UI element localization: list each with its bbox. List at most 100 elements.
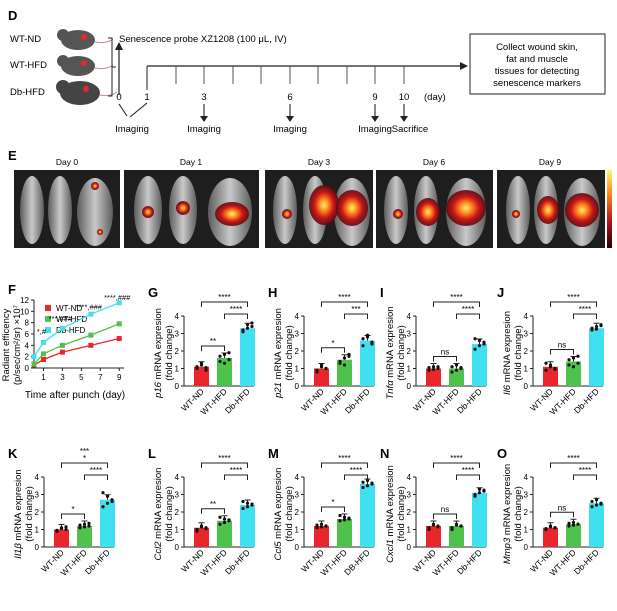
x-tick-label: 5 (79, 373, 84, 382)
data-point (454, 523, 459, 527)
bar (472, 344, 487, 386)
group-brace (108, 37, 116, 97)
data-point (245, 326, 250, 330)
data-point (87, 524, 91, 528)
x-tick-label: Db-HFD (455, 386, 484, 415)
data-point (78, 523, 82, 527)
bar (314, 526, 329, 547)
bar (472, 492, 487, 547)
data-point (544, 368, 548, 372)
y-tick-label: 1 (295, 365, 300, 374)
x-tick-label: Db-HFD (343, 386, 372, 415)
y-tick-label: 0 (25, 364, 30, 373)
data-point (88, 311, 94, 317)
data-point (590, 499, 594, 504)
day-unit: (day) (424, 92, 446, 103)
panel-letter: K (8, 446, 18, 461)
bar (337, 519, 352, 547)
significance-label: **** (579, 466, 591, 475)
y-tick-label: 1 (407, 365, 412, 374)
x-tick-label: 7 (98, 373, 103, 382)
imaging-image (124, 170, 259, 248)
panel-f-letter: F (8, 282, 16, 297)
data-point (454, 363, 459, 367)
y-tick-label: 0 (295, 543, 300, 552)
significance-bracket (456, 313, 480, 319)
data-point (204, 368, 208, 372)
f-ylabel: Radiant efficency (1, 308, 12, 381)
f-xlabel: Time after punch (day) (25, 390, 125, 401)
y-tick-label: 3 (524, 330, 529, 339)
significance-bracket (84, 474, 108, 480)
y-tick-label: 4 (524, 473, 529, 482)
y-axis-label: (fold change) (513, 486, 524, 541)
data-point (324, 366, 328, 371)
data-point (78, 526, 82, 530)
x-tick-label: Db-HFD (455, 547, 484, 576)
data-point (195, 529, 199, 533)
significance-label: *** (80, 447, 89, 456)
significance-label: *,# (37, 327, 47, 336)
data-point (319, 522, 324, 526)
y-tick-label: 2 (407, 347, 412, 356)
data-point (101, 505, 105, 509)
data-point (324, 524, 328, 528)
data-point (548, 365, 553, 369)
significance-bracket (61, 462, 108, 468)
data-point (31, 354, 37, 360)
data-point (567, 524, 571, 528)
data-point (227, 351, 231, 355)
bar (360, 340, 375, 386)
data-point (110, 499, 114, 504)
x-tick-label: Db-HFD (223, 386, 252, 415)
bar (426, 368, 441, 386)
data-point (55, 528, 59, 532)
significance-label: *** (351, 305, 360, 314)
data-point (315, 526, 319, 530)
x-tick-label: Db-HFD (223, 547, 252, 576)
day-label: Day 9 (539, 157, 561, 167)
y-tick-label: 3 (295, 330, 300, 339)
data-point (315, 370, 319, 374)
collect-line: tissues for detecting (495, 66, 580, 77)
significance-label: ns (558, 503, 566, 512)
data-point (59, 342, 65, 348)
significance-label: * (331, 498, 334, 507)
y-tick-label: 1 (295, 526, 300, 535)
y-tick-label: 2 (295, 508, 300, 517)
significance-bracket (550, 462, 597, 468)
y-axis-label: (fold change) (284, 325, 295, 380)
data-point (342, 515, 347, 519)
y-tick-label: 0 (175, 543, 180, 552)
y-tick-label: 4 (524, 312, 529, 321)
significance-label: * (331, 339, 334, 348)
imaging-label: Imaging (358, 124, 392, 135)
significance-label: * (71, 505, 74, 514)
data-point (576, 354, 580, 358)
group-label: Db-HFD (10, 87, 45, 98)
significance-bracket (344, 313, 368, 319)
data-point (482, 488, 486, 492)
significance-label: **** (350, 466, 362, 475)
y-tick-label: 1 (407, 526, 412, 535)
y-tick-label: 4 (295, 312, 300, 321)
significance-label: **** (230, 466, 242, 475)
imaging-image (14, 170, 120, 248)
y-tick-label: 2 (524, 347, 529, 356)
data-point (338, 359, 342, 364)
day-tick: 0 (116, 92, 121, 103)
mouse-icon (56, 80, 118, 105)
collect-line: fat and muscle (506, 54, 568, 65)
significance-label: **** (338, 293, 350, 302)
panel-letter: N (380, 446, 389, 461)
data-point (544, 361, 548, 365)
bar (449, 526, 464, 547)
data-point (473, 347, 477, 351)
data-point (227, 358, 231, 362)
data-point (250, 321, 254, 325)
y-tick-label: 3 (407, 330, 412, 339)
y-axis-label: (fold change) (164, 486, 175, 541)
data-point (338, 513, 342, 518)
